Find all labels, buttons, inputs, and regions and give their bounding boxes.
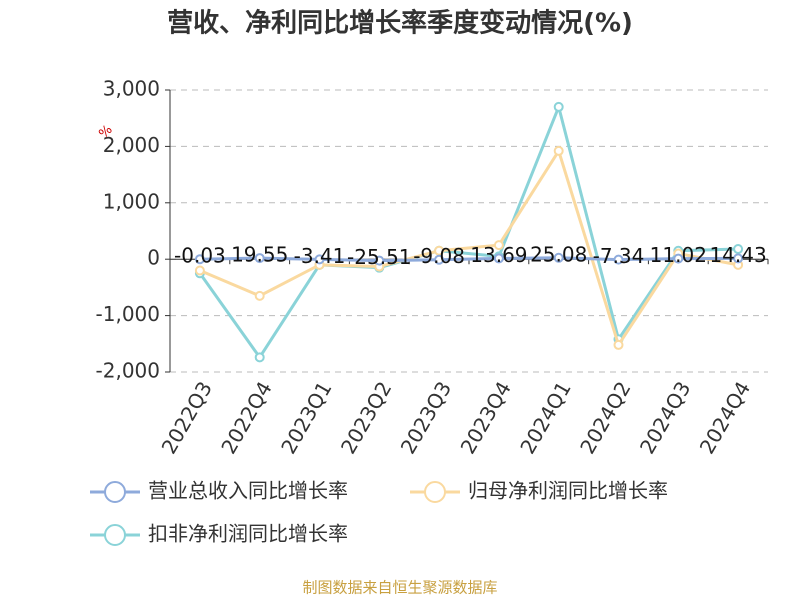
series-line xyxy=(198,102,739,361)
x-tick-label: 2024Q3 xyxy=(635,377,695,458)
data-point xyxy=(673,253,684,264)
data-label: 25.08 xyxy=(530,242,587,266)
x-tick-label: 2023Q2 xyxy=(336,377,396,458)
y-tick-label: -1,000 xyxy=(96,302,160,326)
legend-marker xyxy=(104,481,126,503)
data-point xyxy=(733,244,744,255)
y-tick-label: 1,000 xyxy=(103,189,160,213)
data-point xyxy=(493,253,504,264)
x-tick-label: 2024Q1 xyxy=(515,377,575,458)
x-tick-label: 2022Q3 xyxy=(157,377,217,458)
data-label: 13.69 xyxy=(470,243,527,267)
data-point xyxy=(434,254,445,265)
source-note: 制图数据来自恒生聚源数据库 xyxy=(302,579,497,597)
data-point xyxy=(733,253,744,264)
x-tick-label: 2024Q4 xyxy=(695,377,755,458)
y-tick-label: 0 xyxy=(147,246,160,270)
x-tick-label: 2024Q2 xyxy=(575,377,635,458)
data-point xyxy=(254,253,265,264)
y-tick-label: -2,000 xyxy=(96,359,160,383)
data-point xyxy=(254,352,265,363)
data-point xyxy=(493,240,504,251)
x-tick-label: 2023Q4 xyxy=(456,377,516,458)
data-point xyxy=(553,101,564,112)
data-point xyxy=(613,339,624,350)
legend-label: 营业总收入同比增长率 xyxy=(148,479,348,503)
data-point xyxy=(194,254,205,265)
data-point xyxy=(254,290,265,301)
data-label: -9.08 xyxy=(413,244,465,268)
y-tick-label: 2,000 xyxy=(103,133,160,157)
y-tick-label: 3,000 xyxy=(103,77,160,101)
data-point xyxy=(553,252,564,263)
data-label: 14.43 xyxy=(709,243,766,267)
data-label: -25.51 xyxy=(347,245,411,269)
x-tick-label: 2023Q3 xyxy=(396,377,456,458)
data-label: 19.55 xyxy=(231,243,288,267)
legend-label: 归母净利润同比增长率 xyxy=(468,479,668,503)
legend-marker xyxy=(104,524,126,546)
legend-label: 扣非净利润同比增长率 xyxy=(148,522,348,546)
series-line xyxy=(199,147,739,349)
data-label: 11.02 xyxy=(650,243,707,267)
x-tick-label: 2022Q4 xyxy=(216,377,276,458)
data-point xyxy=(374,255,385,266)
data-label: -0.03 xyxy=(174,244,226,268)
data-point xyxy=(314,254,325,265)
x-tick-label: 2023Q1 xyxy=(276,377,336,458)
series-line xyxy=(199,256,739,263)
legend-marker xyxy=(424,481,446,503)
data-label: -3.41 xyxy=(294,244,346,268)
data-point xyxy=(613,254,624,265)
chart-title: 营收、净利同比增长率季度变动情况(%) xyxy=(167,8,633,39)
data-point xyxy=(194,265,205,276)
data-point xyxy=(553,145,564,156)
data-label: -7.34 xyxy=(593,244,645,268)
